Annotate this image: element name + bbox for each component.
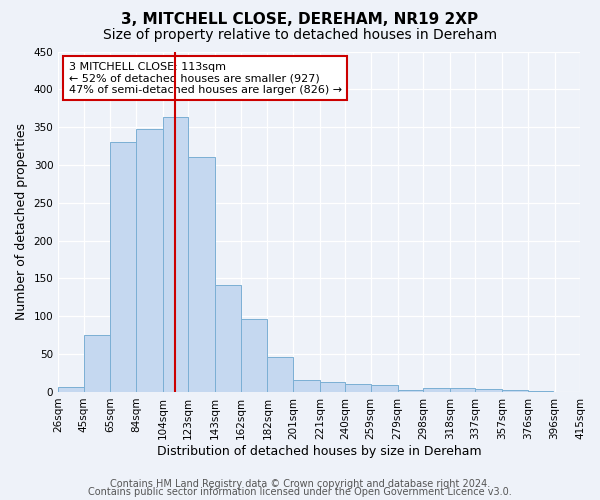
Y-axis label: Number of detached properties: Number of detached properties <box>15 123 28 320</box>
Bar <box>188 158 215 392</box>
Bar <box>268 357 293 392</box>
Text: Contains public sector information licensed under the Open Government Licence v3: Contains public sector information licen… <box>88 487 512 497</box>
Bar <box>83 335 110 392</box>
Text: 3, MITCHELL CLOSE, DEREHAM, NR19 2XP: 3, MITCHELL CLOSE, DEREHAM, NR19 2XP <box>121 12 479 28</box>
Bar <box>320 382 345 392</box>
Bar <box>398 390 423 392</box>
Bar <box>58 386 83 392</box>
Bar <box>423 388 450 392</box>
Bar <box>502 390 527 392</box>
Bar <box>136 128 163 392</box>
Text: Contains HM Land Registry data © Crown copyright and database right 2024.: Contains HM Land Registry data © Crown c… <box>110 479 490 489</box>
Bar <box>241 318 268 392</box>
Bar <box>293 380 320 392</box>
X-axis label: Distribution of detached houses by size in Dereham: Distribution of detached houses by size … <box>157 444 481 458</box>
Bar <box>163 118 188 392</box>
Bar <box>371 385 398 392</box>
Text: Size of property relative to detached houses in Dereham: Size of property relative to detached ho… <box>103 28 497 42</box>
Bar <box>450 388 475 392</box>
Bar <box>345 384 371 392</box>
Bar <box>527 391 553 392</box>
Bar <box>215 284 241 392</box>
Text: 3 MITCHELL CLOSE: 113sqm
← 52% of detached houses are smaller (927)
47% of semi-: 3 MITCHELL CLOSE: 113sqm ← 52% of detach… <box>68 62 342 95</box>
Bar <box>110 142 136 392</box>
Bar <box>475 389 502 392</box>
